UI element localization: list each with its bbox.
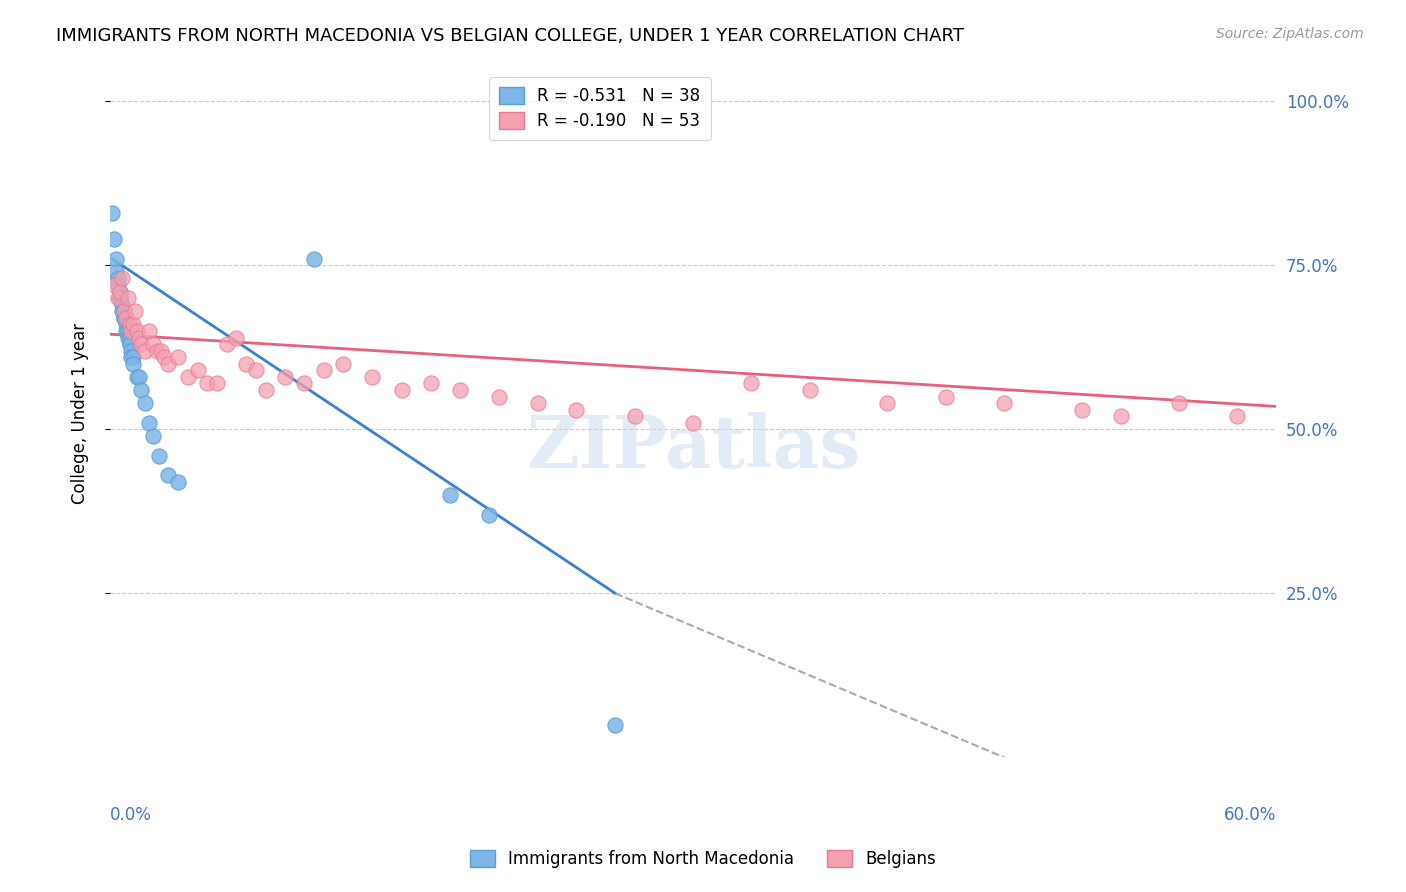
- Point: [526, 396, 548, 410]
- Point: [120, 350, 142, 364]
- Point: [103, 232, 125, 246]
- Point: [799, 383, 821, 397]
- Point: [114, 310, 136, 325]
- Point: [107, 278, 129, 293]
- Point: [111, 271, 134, 285]
- Point: [108, 285, 131, 299]
- Point: [148, 449, 170, 463]
- Text: Source: ZipAtlas.com: Source: ZipAtlas.com: [1216, 27, 1364, 41]
- Point: [205, 376, 228, 391]
- Point: [740, 376, 762, 391]
- Point: [142, 337, 165, 351]
- Point: [142, 429, 165, 443]
- Point: [138, 416, 160, 430]
- Point: [993, 396, 1015, 410]
- Point: [118, 318, 141, 332]
- Point: [478, 508, 501, 522]
- Point: [145, 343, 167, 358]
- Point: [111, 304, 134, 318]
- Point: [935, 390, 957, 404]
- Point: [605, 717, 627, 731]
- Point: [118, 337, 141, 351]
- Point: [177, 370, 200, 384]
- Text: IMMIGRANTS FROM NORTH MACEDONIA VS BELGIAN COLLEGE, UNDER 1 YEAR CORRELATION CHA: IMMIGRANTS FROM NORTH MACEDONIA VS BELGI…: [56, 27, 965, 45]
- Point: [361, 370, 384, 384]
- Point: [439, 488, 461, 502]
- Point: [186, 363, 208, 377]
- Point: [128, 330, 150, 344]
- Point: [118, 330, 141, 344]
- Point: [127, 370, 149, 384]
- Point: [488, 390, 510, 404]
- Point: [117, 324, 139, 338]
- Legend: Immigrants from North Macedonia, Belgians: Immigrants from North Macedonia, Belgian…: [463, 843, 943, 875]
- Point: [108, 291, 131, 305]
- Point: [122, 318, 145, 332]
- Point: [682, 416, 704, 430]
- Point: [129, 383, 152, 397]
- Point: [245, 363, 267, 377]
- Point: [107, 271, 129, 285]
- Legend: R = -0.531   N = 38, R = -0.190   N = 53: R = -0.531 N = 38, R = -0.190 N = 53: [489, 77, 710, 140]
- Point: [117, 330, 139, 344]
- Point: [449, 383, 471, 397]
- Point: [101, 206, 124, 220]
- Point: [254, 383, 277, 397]
- Point: [103, 278, 125, 293]
- Text: ZIPatlas: ZIPatlas: [526, 412, 860, 483]
- Point: [138, 324, 160, 338]
- Point: [195, 376, 218, 391]
- Point: [108, 285, 131, 299]
- Point: [167, 350, 190, 364]
- Point: [134, 396, 156, 410]
- Point: [120, 324, 142, 338]
- Point: [225, 330, 247, 344]
- Point: [129, 337, 152, 351]
- Point: [153, 350, 176, 364]
- Point: [111, 298, 134, 312]
- Point: [122, 357, 145, 371]
- Point: [391, 383, 413, 397]
- Point: [117, 291, 139, 305]
- Point: [112, 310, 135, 325]
- Point: [294, 376, 316, 391]
- Point: [332, 357, 354, 371]
- Point: [1167, 396, 1189, 410]
- Point: [623, 409, 645, 424]
- Point: [235, 357, 257, 371]
- Point: [108, 291, 131, 305]
- Point: [114, 324, 136, 338]
- Point: [107, 291, 129, 305]
- Point: [112, 310, 135, 325]
- Point: [120, 343, 142, 358]
- Point: [274, 370, 297, 384]
- Point: [118, 337, 141, 351]
- Point: [104, 252, 127, 266]
- Point: [112, 304, 135, 318]
- Point: [104, 265, 127, 279]
- Point: [149, 343, 172, 358]
- Point: [124, 304, 146, 318]
- Point: [114, 318, 136, 332]
- Point: [134, 343, 156, 358]
- Point: [565, 402, 588, 417]
- Point: [1226, 409, 1249, 424]
- Point: [112, 304, 135, 318]
- Point: [128, 370, 150, 384]
- Point: [127, 324, 149, 338]
- Point: [1070, 402, 1092, 417]
- Point: [876, 396, 898, 410]
- Text: 0.0%: 0.0%: [110, 805, 152, 823]
- Point: [419, 376, 441, 391]
- Point: [302, 252, 325, 266]
- Point: [1109, 409, 1132, 424]
- Point: [167, 475, 190, 489]
- Text: 60.0%: 60.0%: [1223, 805, 1277, 823]
- Point: [157, 468, 180, 483]
- Point: [122, 350, 145, 364]
- Point: [312, 363, 335, 377]
- Point: [215, 337, 238, 351]
- Y-axis label: College, Under 1 year: College, Under 1 year: [72, 322, 89, 503]
- Point: [157, 357, 180, 371]
